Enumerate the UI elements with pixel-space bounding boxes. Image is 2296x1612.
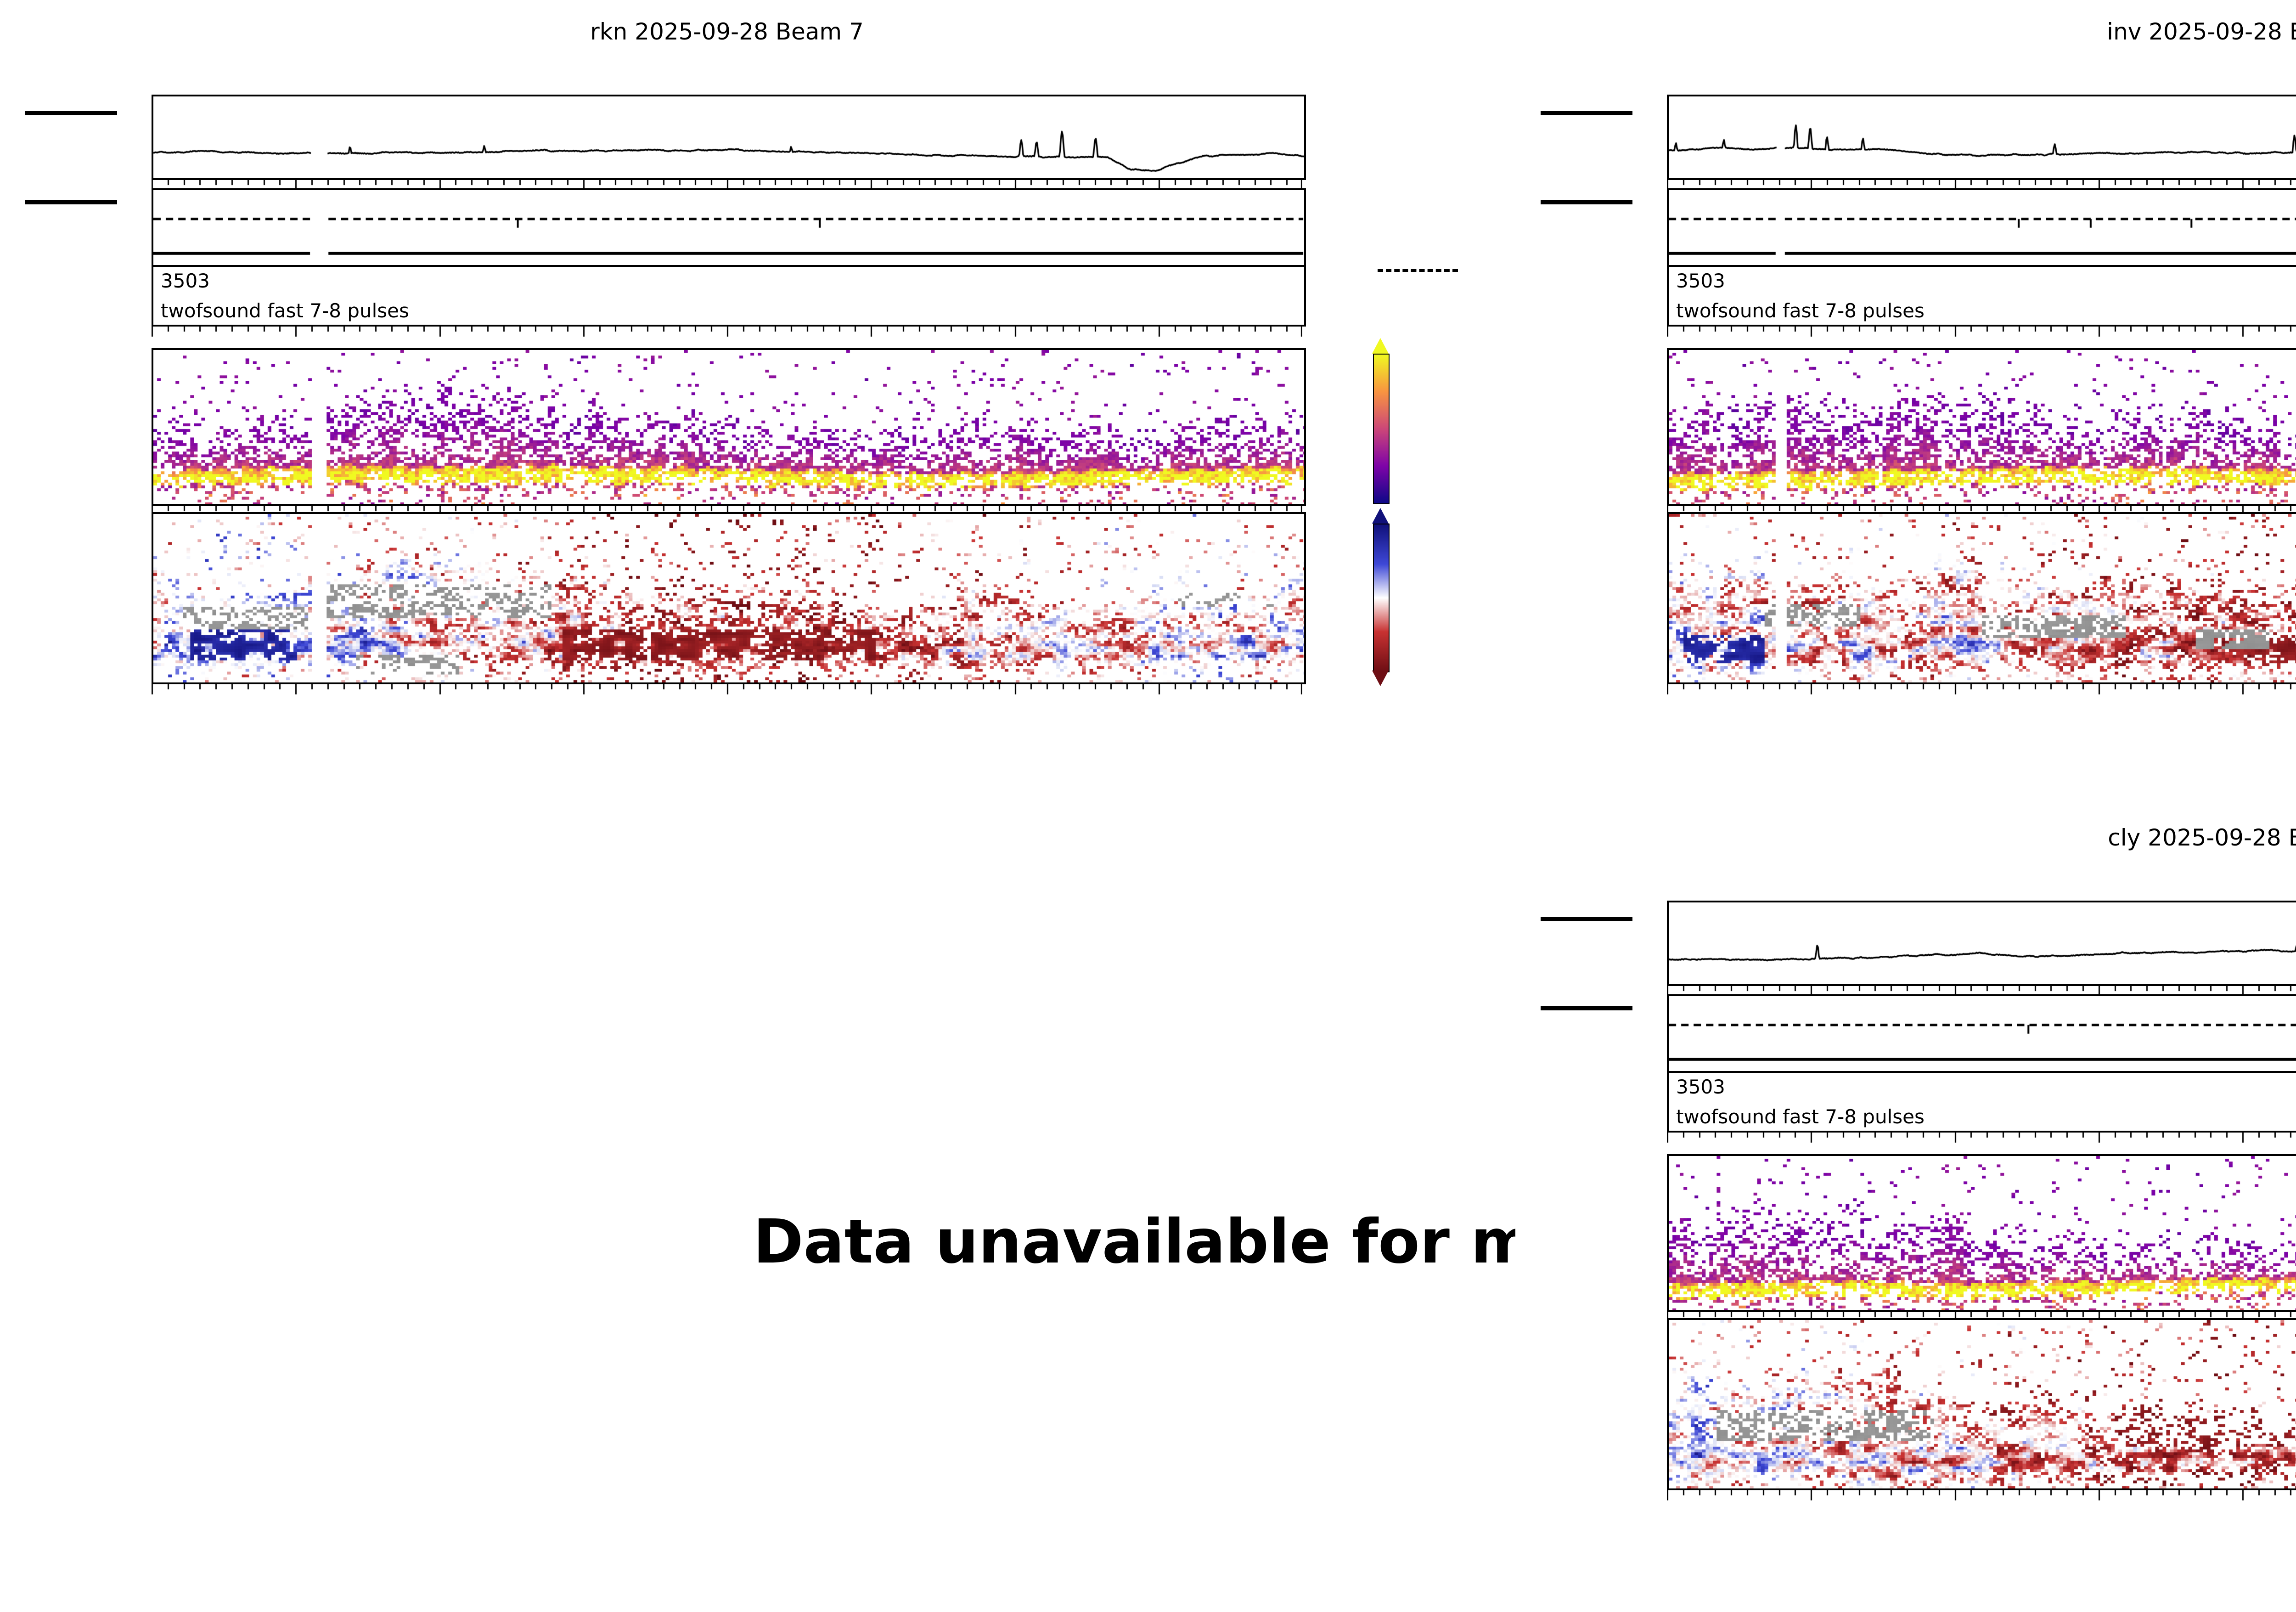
velocity-heatmap-axes: [152, 512, 1306, 696]
radar-panel-inv: inv 2025-09-28 Beam 7: [1515, 0, 2296, 806]
nave-ytick-labels: [1304, 188, 1368, 265]
cpid-description: twofsound fast 7-8 pulses: [1676, 299, 1925, 322]
freq-ytick-labels: [64, 188, 147, 265]
freq-axis-label: [1541, 1003, 1632, 1010]
sky-ytick-labels: [64, 95, 147, 176]
freq-ytick-labels: [1580, 188, 1662, 265]
snr-heatmap: [153, 350, 1304, 504]
vel-x-tickmarks: [152, 684, 1302, 696]
vel-x-tickmarks: [1667, 1490, 2296, 1502]
vel-colorbar-over-arrow: [1372, 508, 1389, 524]
velocity-heatmap-axes: [1667, 512, 2296, 696]
cpid-x-tickmarks: [152, 327, 1302, 338]
sky-ytick-labels: [1580, 901, 1662, 982]
sky-noise-axes: [1667, 901, 2296, 998]
velocity-heatmap: [1669, 514, 2296, 682]
sky-noise-axis-label: [25, 108, 117, 115]
cpid-axes: 3503 twofsound fast 7-8 pulses: [152, 265, 1306, 338]
sky-noise-line-plot: [1669, 902, 2296, 984]
snr-heatmap: [1669, 350, 2296, 504]
snr-ytick-labels: [64, 348, 147, 502]
panel-title: inv 2025-09-28 Beam 7: [2107, 18, 2296, 45]
freq-ytick-labels: [1580, 994, 1662, 1071]
cpid-id: 3503: [1676, 1076, 1725, 1098]
x-tick-labels: [1667, 1496, 2296, 1522]
cpid-axes: 3503 twofsound fast 7-8 pulses: [1667, 265, 2296, 338]
snr-heatmap-axes: [1667, 1154, 2296, 1324]
freq-axis-label: [1541, 197, 1632, 204]
mcm-missing-panel: Data unavailable for mcm: [0, 806, 1515, 1612]
vel-ytick-labels: [1580, 1318, 1662, 1487]
snr-heatmap-axes: [1667, 348, 2296, 518]
snr-heatmap-axes: [152, 348, 1306, 518]
freq-axis-label: [25, 197, 117, 204]
sky-noise-line-plot: [153, 96, 1304, 178]
sky-noise-axes: [1667, 95, 2296, 192]
cpid-description: twofsound fast 7-8 pulses: [161, 299, 409, 322]
snr-ytick-labels: [1580, 1154, 1662, 1308]
radar-panel-rkn: rkn 2025-09-28 Beam 7: [0, 0, 1515, 806]
sky-noise-axis-label: [1541, 914, 1632, 921]
cpid-id: 3503: [161, 270, 210, 292]
vel-colorbar-under-arrow: [1372, 671, 1389, 686]
x-tick-labels: [152, 690, 1302, 716]
nave-legend-dash-sample: [1378, 269, 1458, 272]
cpid-id: 3503: [1676, 270, 1725, 292]
freq-axes: [1667, 188, 2296, 280]
x-tick-labels: [1667, 690, 2296, 716]
velocity-heatmap: [1669, 1320, 2296, 1488]
snr-colorbar-over-arrow: [1372, 338, 1389, 354]
cpid-axes: 3503 twofsound fast 7-8 pulses: [1667, 1071, 2296, 1144]
sky-noise-axis-label: [1541, 108, 1632, 115]
freq-line-plot: [1669, 996, 2296, 1072]
snr-colorbar-ticks: [1388, 354, 1452, 502]
freq-axes: [152, 188, 1306, 280]
cpid-x-tickmarks: [1667, 1133, 2296, 1144]
snr-heatmap: [1669, 1156, 2296, 1310]
vel-colorbar-ticks: [1388, 524, 1452, 671]
vel-ytick-labels: [1580, 512, 1662, 681]
freq-line-plot: [153, 190, 1304, 266]
vel-ytick-labels: [64, 512, 147, 681]
radar-panel-cly: cly 2025-09-28 Beam 7: [1515, 806, 2296, 1612]
snr-colorbar: [1373, 354, 1390, 504]
velocity-heatmap-axes: [1667, 1318, 2296, 1502]
freq-line-plot: [1669, 190, 2296, 266]
panel-title: rkn 2025-09-28 Beam 7: [590, 18, 864, 45]
vel-x-tickmarks: [1667, 684, 2296, 696]
sky-noise-axes: [152, 95, 1306, 192]
panel-title: cly 2025-09-28 Beam 7: [2108, 824, 2296, 851]
velocity-heatmap: [153, 514, 1304, 682]
sky-noise-line-plot: [1669, 96, 2296, 178]
cpid-x-tickmarks: [1667, 327, 2296, 338]
sky-ytick-labels: [1580, 95, 1662, 176]
snr-ytick-labels: [1580, 348, 1662, 502]
vel-colorbar: [1373, 524, 1390, 672]
freq-axes: [1667, 994, 2296, 1086]
cpid-description: twofsound fast 7-8 pulses: [1676, 1105, 1925, 1128]
missing-data-text: Data unavailable for mcm: [753, 1206, 1515, 1277]
